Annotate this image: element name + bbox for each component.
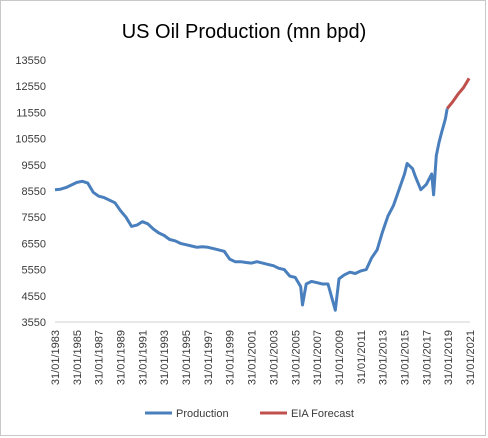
legend-label-production: Production xyxy=(176,408,229,420)
x-tick-label: 31/01/1999 xyxy=(225,330,237,385)
x-tick-label: 31/01/2013 xyxy=(378,330,390,385)
x-tick-label: 31/01/1997 xyxy=(203,330,215,385)
series-layer xyxy=(54,77,471,312)
y-tick-label: 4550 xyxy=(22,291,46,303)
x-tick-label: 31/01/1991 xyxy=(137,330,149,385)
y-tick-label: 5550 xyxy=(22,265,46,277)
y-tick-label: 3550 xyxy=(22,317,46,329)
y-tick-label: 9550 xyxy=(22,160,46,172)
x-axis-ticks: 31/01/1983 31/01/1985 31/01/1987 31/01/1989… xyxy=(50,330,477,385)
y-tick-label: 8550 xyxy=(22,186,46,198)
y-tick-label: 13550 xyxy=(15,55,46,67)
x-tick-label: 31/01/1993 xyxy=(159,330,171,385)
x-tick-label: 31/01/1987 xyxy=(94,330,106,385)
x-tick-label: 31/01/2003 xyxy=(268,330,280,385)
chart-title: US Oil Production (mn bpd) xyxy=(122,21,367,43)
x-tick-label: 31/01/1985 xyxy=(72,330,84,385)
x-tick-label: 31/01/2019 xyxy=(443,330,455,385)
x-tick-label: 31/01/2021 xyxy=(465,330,477,385)
x-tick-label: 31/01/2009 xyxy=(334,330,346,385)
y-tick-label: 12550 xyxy=(15,81,46,93)
x-tick-label: 31/01/2001 xyxy=(247,330,259,385)
x-tick-label: 31/01/1989 xyxy=(116,330,128,385)
y-tick-label: 7550 xyxy=(22,212,46,224)
y-axis-ticks: 3550 4550 5550 6550 7550 8550 9550 10550 11550 12… xyxy=(15,55,46,329)
x-tick-label: 31/01/1983 xyxy=(50,330,62,385)
x-tick-label: 31/01/1995 xyxy=(181,330,193,385)
series-line-production xyxy=(54,108,449,312)
legend-label-eia-forecast: EIA Forecast xyxy=(291,408,354,420)
legend: Production EIA Forecast xyxy=(145,408,354,420)
series-line-eia-forecast xyxy=(446,77,471,110)
x-tick-label: 31/01/2011 xyxy=(356,330,368,384)
x-tick-label: 31/01/2005 xyxy=(290,330,302,385)
x-tick-label: 31/01/2007 xyxy=(312,330,324,385)
x-tick-label: 31/01/2015 xyxy=(399,330,411,385)
y-tick-label: 10550 xyxy=(15,134,46,146)
y-tick-label: 11550 xyxy=(16,107,46,119)
y-tick-label: 6550 xyxy=(22,238,46,250)
x-tick-label: 31/01/2017 xyxy=(421,330,433,385)
